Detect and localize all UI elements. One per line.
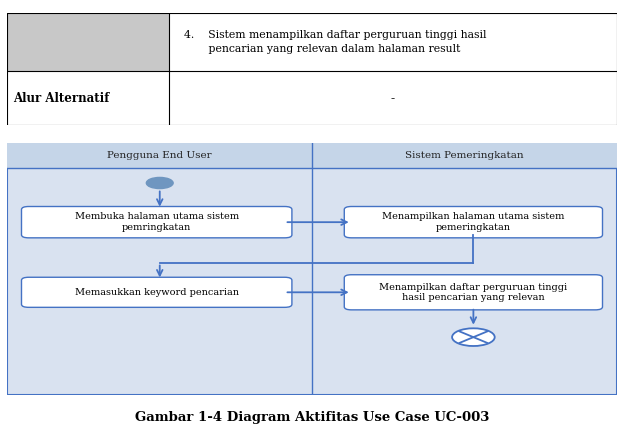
Text: Sistem Pemeringkatan: Sistem Pemeringkatan (405, 151, 524, 160)
Circle shape (452, 328, 495, 346)
Text: Menampilkan halaman utama sistem
pemeringkatan: Menampilkan halaman utama sistem pemerin… (383, 213, 565, 232)
Text: Memasukkan keyword pencarian: Memasukkan keyword pencarian (75, 288, 239, 297)
FancyBboxPatch shape (169, 71, 617, 125)
FancyBboxPatch shape (21, 277, 292, 307)
FancyBboxPatch shape (7, 143, 617, 395)
FancyBboxPatch shape (344, 275, 603, 310)
FancyBboxPatch shape (21, 206, 292, 238)
FancyBboxPatch shape (169, 13, 617, 71)
FancyBboxPatch shape (344, 206, 603, 238)
Text: -: - (391, 92, 395, 105)
FancyBboxPatch shape (7, 13, 169, 71)
FancyBboxPatch shape (7, 143, 617, 168)
Text: Menampilkan daftar perguruan tinggi
hasil pencarian yang relevan: Menampilkan daftar perguruan tinggi hasi… (379, 283, 567, 302)
FancyBboxPatch shape (7, 71, 169, 125)
Text: 4.    Sistem menampilkan daftar perguruan tinggi hasil
       pencarian yang rel: 4. Sistem menampilkan daftar perguruan t… (184, 30, 487, 54)
Text: Alur Alternatif: Alur Alternatif (14, 92, 110, 105)
Circle shape (147, 178, 173, 188)
Text: Pengguna End User: Pengguna End User (107, 151, 212, 160)
Text: Membuka halaman utama sistem
pemringkatan: Membuka halaman utama sistem pemringkata… (75, 213, 239, 232)
Text: Gambar 1-4 Diagram Aktifitas Use Case UC-003: Gambar 1-4 Diagram Aktifitas Use Case UC… (135, 411, 489, 424)
